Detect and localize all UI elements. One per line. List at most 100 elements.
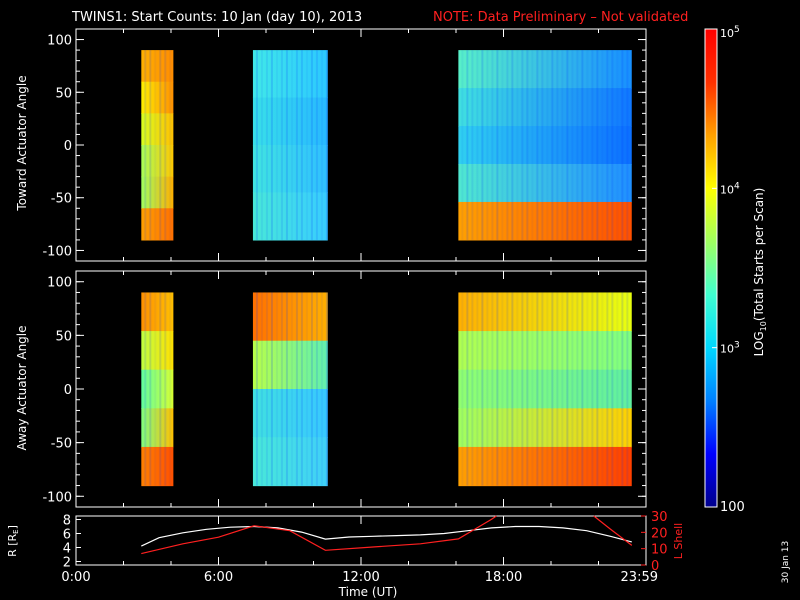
heatmap-streak [285,50,288,240]
heatmap-streak [591,292,594,486]
heatmap-streak [531,50,534,240]
heatmap-band [141,331,174,371]
y-tick-label: 50 [55,86,72,101]
heatmap-streak [561,50,564,240]
away-y-label: Away Actuator Angle [15,325,29,450]
heatmap-streak [556,292,559,486]
lshell-axis-label: L Shell [672,523,685,559]
heatmap-streak [476,292,479,486]
heatmap-streak [260,50,263,240]
colorbar-label: LOG10(Total Starts per Scan) [752,188,768,357]
heatmap-band [252,145,328,194]
heatmap-band [252,50,328,99]
lshell-line [593,515,633,546]
y-tick-label: 100 [47,276,72,291]
heatmap-streak [531,292,534,486]
heatmap-streak [551,292,554,486]
heatmap-streak [611,292,614,486]
heatmap-band [141,369,174,409]
heatmap-streak [621,292,624,486]
heatmap-band [141,145,174,178]
heatmap-band [141,176,174,209]
heatmap-streak [270,50,273,240]
orbit-lines [141,515,633,555]
toward-angle-panel: 100 50 0 -50 -100 Toward Actuator Angle [15,28,647,262]
x-tick-label: 0:00 [61,570,90,585]
heatmap-streak [616,50,619,240]
toward-y-label: Toward Actuator Angle [15,75,29,211]
heatmap-streak [511,292,514,486]
heatmap-band [252,192,328,241]
heatmap-streak [586,50,589,240]
heatmap-band [252,389,328,438]
r-axis-label: R [RE] [6,525,20,557]
heatmap-streak [471,50,474,240]
heatmap-streak [526,50,529,240]
heatmap-streak [516,292,519,486]
heatmap-streak [461,292,464,486]
heatmap-streak [280,50,283,240]
heatmap-streak [511,50,514,240]
x-tick-label: 18:00 [485,570,522,585]
heatmap-streak [325,292,328,486]
heatmap-streak [486,292,489,486]
away-heatmap [141,292,632,487]
r-tick-label: 8 [63,514,71,529]
heatmap-streak [295,292,298,486]
heatmap-streak [491,292,494,486]
heatmap-band [458,163,632,203]
heatmap-streak [586,292,589,486]
heatmap-streak [315,292,318,486]
heatmap-streak [471,292,474,486]
time-axis-label: Time (UT) [338,585,398,599]
r-tick-label: 6 [63,528,71,543]
heatmap-streak [290,50,293,240]
x-tick-label: 12:00 [342,570,379,585]
heatmap-streak [596,50,599,240]
preliminary-note: NOTE: Data Preliminary – Not validated [433,10,688,25]
heatmap-streak [571,292,574,486]
heatmap-streak [154,292,157,486]
heatmap-streak [255,50,258,240]
colorbar-ticks: 105 104 103 100 [712,25,745,515]
r-distance-line [141,525,632,547]
heatmap-streak [616,292,619,486]
heatmap-streak [561,292,564,486]
heatmap-streak [526,292,529,486]
heatmap-streak [295,50,298,240]
heatmap-streak [320,292,323,486]
heatmap-streak [486,50,489,240]
heatmap-streak [159,50,162,240]
lshell-tick-label: 0 [651,559,659,574]
heatmap-streak [275,292,278,486]
heatmap-streak [496,50,499,240]
heatmap-streak [501,50,504,240]
r-tick-label: 2 [63,556,71,571]
colorbar-tick-label: 105 [720,25,740,40]
heatmap-band [252,292,328,342]
heatmap-streak [144,50,147,240]
heatmap-streak [310,50,313,240]
heatmap-streak [320,50,323,240]
heatmap-streak [541,292,544,486]
heatmap-streak [144,292,147,486]
y-tick-label: 100 [47,34,72,49]
heatmap-streak [576,292,579,486]
away-angle-panel: 100 50 0 -50 -100 Away Actuator Angle [15,270,647,508]
heatmap-streak [496,292,499,486]
heatmap-streak [169,50,172,240]
lshell-tick-label: 10 [651,543,668,558]
heatmap-streak [626,50,629,240]
heatmap-streak [556,50,559,240]
heatmap-streak [305,292,308,486]
lshell-tick-label: 20 [651,526,668,541]
heatmap-streak [315,50,318,240]
heatmap-streak [546,50,549,240]
colorbar-tick-label: 104 [720,181,740,196]
heatmap-streak [601,50,604,240]
heatmap-streak [280,292,283,486]
heatmap-streak [516,50,519,240]
